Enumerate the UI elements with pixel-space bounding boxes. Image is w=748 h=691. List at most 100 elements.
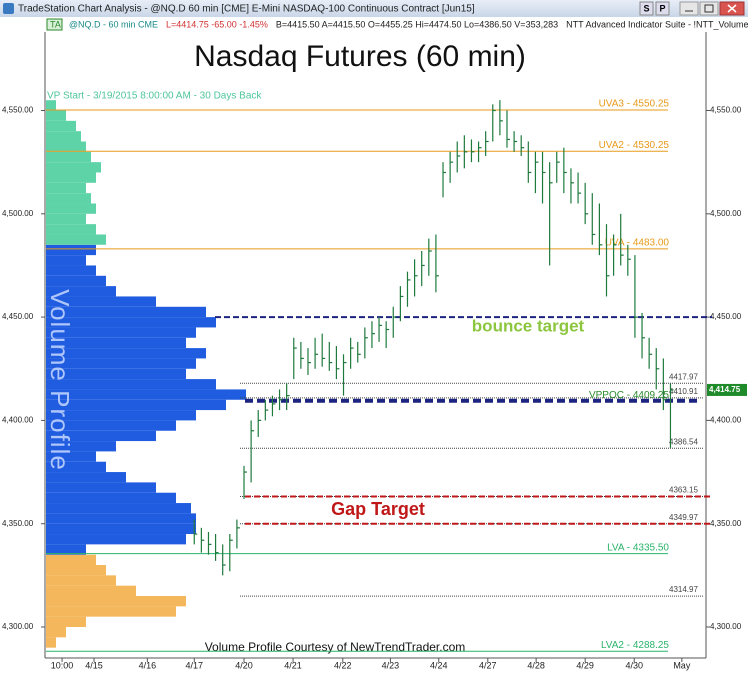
profile-bar [46,606,176,617]
level-label: LVA2 - 4288.25 [601,640,669,651]
profile-bar [46,461,106,473]
profile-bar [46,255,86,266]
x-tick-label: 4/15 [85,660,103,670]
y-tick-label: 4,300.00 [2,622,34,631]
profile-bar [46,100,56,111]
profile-bar [46,348,206,359]
profile-bar [46,575,116,586]
profile-bar [46,306,206,318]
y-tick-label: 4,350.00 [2,519,34,528]
status-text: B=4415.50 A=4415.50 O=4455.25 Hi=4474.50… [276,19,558,29]
profile-bar [46,410,196,421]
level-label: UVA - 4483.00 [605,238,670,249]
status-line: TA @NQ.D - 60 min CME L=4414.75 -65.00 -1.… [46,18,748,31]
annotation: bounce target [472,317,585,336]
x-tick-label: 4/21 [284,660,302,670]
profile-bar [46,234,106,245]
y-tick-label: 4,550.00 [2,106,34,115]
s-button[interactable] [639,1,654,16]
p-button-label[interactable]: P [659,3,665,13]
profile-bar [46,203,96,214]
status-text: @NQ.D - 60 min CME [69,19,158,29]
profile-bar [46,389,246,400]
profile-bar [46,430,156,442]
profile-bar [46,544,86,555]
level-label: 4349.97 [669,513,698,522]
profile-bar [46,492,176,504]
profile-bar [46,213,86,225]
profile-bar [46,523,196,535]
level-label: 4314.97 [669,585,698,594]
y2-tick-label: 4,300.00 [710,622,742,631]
profile-bar [46,596,186,607]
x-tick-label: 4/24 [430,660,448,670]
profile-bar [46,172,96,183]
level-label: 4410.91 [669,387,698,396]
profile-bar [46,534,186,545]
x-tick-label: 4/17 [185,660,203,670]
level-label: 4386.54 [669,437,698,446]
level-label: UVA2 - 4530.25 [599,140,670,151]
profile-bar [46,244,96,256]
y-tick-label: 4,500.00 [2,209,34,218]
profile-bar [46,482,156,493]
profile-bar [46,120,76,132]
minimize-button[interactable] [679,1,699,16]
profile-bar [46,503,191,514]
level-label: VPPOC - 4409.25 [589,390,669,401]
status-text: TA [50,19,61,29]
profile-bar [46,275,106,287]
level-label: 4363.15 [669,486,698,495]
y2-tick-label: 4,450.00 [710,312,742,321]
profile-bar [46,379,216,390]
profile-bar [46,399,226,411]
profile-bar [46,182,86,194]
profile-bar [46,151,91,163]
y2-tick-label: 4,500.00 [710,209,742,218]
annotation: Gap Target [331,499,425,519]
p-button[interactable] [655,1,670,16]
profile-bar [46,627,66,638]
maximize-button[interactable] [699,1,719,16]
chart-title: Nasdaq Futures (60 min) [194,40,526,73]
profile-bar [46,317,216,328]
profile-bar [46,296,156,307]
profile-bar [46,224,96,235]
profile-bar [46,162,101,173]
profile-bar [46,131,81,142]
profile-bar [46,110,66,121]
y2-tick-label: 4,400.00 [710,416,742,425]
x-tick-label: May [673,660,691,670]
y-tick-label: 4,450.00 [2,312,34,321]
status-text: L=4414.75 -65.00 -1.45% [166,19,268,29]
title-bar [0,0,748,17]
profile-bar [46,637,56,648]
profile-bar [46,337,186,349]
close-icon [727,4,737,13]
profile-bar [46,193,91,204]
status-text: NTT Advanced Indicator Suite - !NTT_Volu… [566,19,748,29]
x-tick-label: 10:00 [51,660,74,670]
s-button-label[interactable]: S [643,3,649,13]
last-price-label: 4,414.75 [709,385,741,394]
y-tick-label: 4,400.00 [2,416,34,425]
x-tick-label: 4/20 [235,660,253,670]
profile-bar [46,585,136,597]
app-icon [3,3,14,14]
x-tick-label: 4/28 [527,660,545,670]
x-tick-label: 4/29 [576,660,594,670]
profile-bar [46,265,96,276]
profile-bar [46,141,86,152]
profile-bar [46,368,186,380]
last-price-box [707,383,747,396]
profile-bar [46,286,116,297]
y2-tick-label: 4,550.00 [710,106,742,115]
profile-bar [46,358,196,369]
profile-bar [46,565,106,576]
x-tick-label: 4/22 [334,660,352,670]
profile-bar [46,472,126,483]
x-tick-label: 4/27 [479,660,497,670]
profile-bar [46,420,176,431]
footer: Volume Profile Courtesy of NewTrendTrade… [205,640,466,654]
